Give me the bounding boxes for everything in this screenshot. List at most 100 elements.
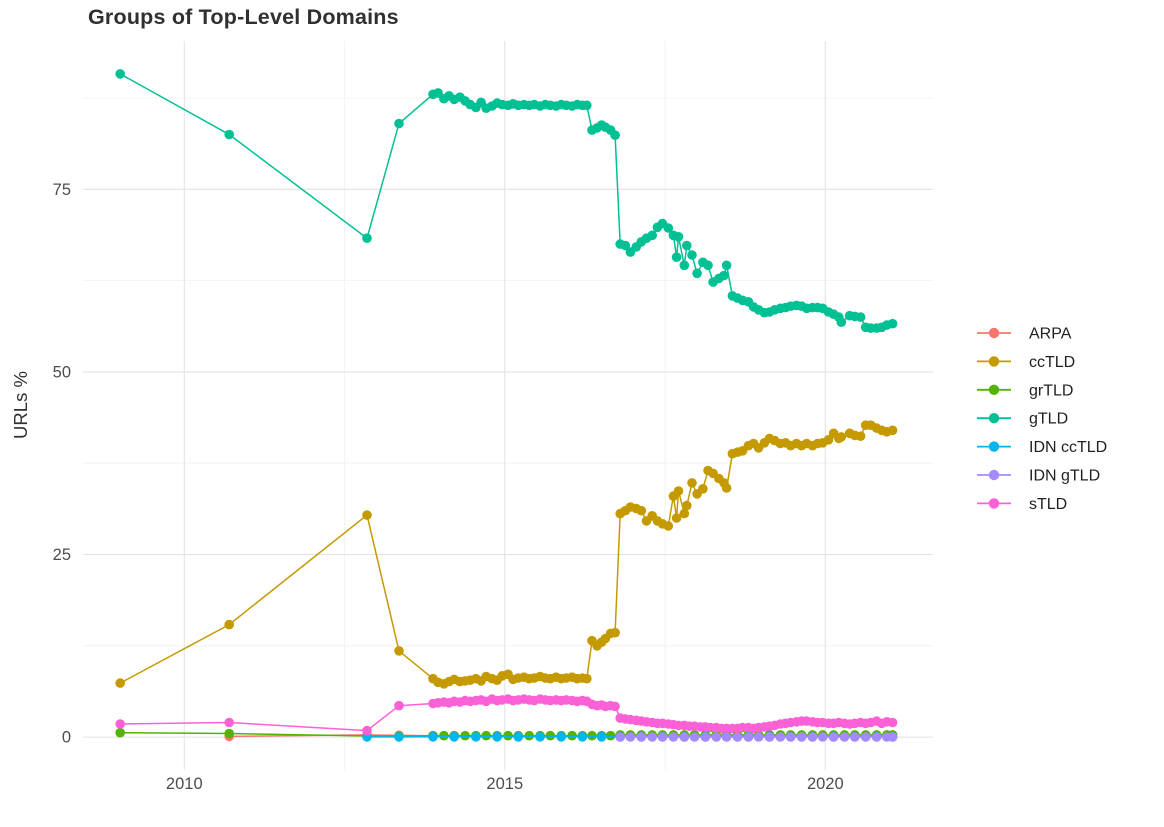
data-point <box>887 717 898 728</box>
legend-label: IDN ccTLD <box>1029 439 1107 456</box>
data-point <box>679 508 690 519</box>
data-point <box>582 100 592 111</box>
data-point <box>362 510 372 520</box>
data-point <box>860 732 871 742</box>
data-point <box>513 732 524 742</box>
data-point <box>362 725 372 736</box>
x-tick-label: 2010 <box>166 775 203 793</box>
data-point <box>671 252 682 262</box>
data-point <box>556 732 566 742</box>
data-point <box>887 425 898 436</box>
data-point <box>610 627 620 638</box>
data-point <box>850 732 860 742</box>
data-point <box>764 732 775 742</box>
legend-key-dot <box>988 441 1000 452</box>
data-point <box>796 732 807 742</box>
data-point <box>753 732 764 742</box>
data-point <box>836 317 847 328</box>
series-stld <box>115 694 898 736</box>
legend-key-dot <box>988 498 1000 509</box>
data-point <box>394 732 404 742</box>
x-axis-tick-labels: 2010 2015 2020 <box>166 775 844 793</box>
data-point <box>620 240 631 251</box>
y-tick-label: 0 <box>62 729 71 747</box>
legend-item-idn-gtld: IDN gTLD <box>977 468 1100 485</box>
data-point <box>394 118 404 129</box>
data-point <box>439 730 449 741</box>
data-point <box>587 730 597 741</box>
legend-key-dot <box>988 384 1000 395</box>
legend-label: IDN gTLD <box>1029 468 1100 485</box>
data-point <box>836 432 847 442</box>
legend-key-dot <box>988 356 1000 367</box>
data-point <box>887 318 898 329</box>
data-point <box>449 732 460 742</box>
data-point <box>481 730 492 741</box>
data-point <box>679 732 690 742</box>
data-point <box>636 505 647 516</box>
legend-item-gtld: gTLD <box>977 411 1068 428</box>
data-point <box>682 240 692 251</box>
data-point <box>657 732 668 742</box>
legend-item-cctld: ccTLD <box>977 354 1075 371</box>
y-tick-label: 75 <box>53 181 71 199</box>
data-point <box>471 732 481 742</box>
data-point <box>817 732 828 742</box>
series-gtld <box>115 69 898 333</box>
y-tick-label: 25 <box>53 546 71 564</box>
series-cctld <box>115 420 898 689</box>
data-point <box>682 500 692 511</box>
data-point <box>115 719 125 729</box>
data-point <box>115 678 125 688</box>
data-point <box>394 700 404 711</box>
y-tick-label: 50 <box>53 363 71 381</box>
data-point <box>460 730 470 741</box>
data-point <box>828 732 839 742</box>
y-axis-tick-labels: 0 25 50 75 <box>53 181 71 747</box>
data-point <box>721 260 732 271</box>
data-point <box>711 732 722 742</box>
data-point <box>636 732 647 742</box>
data-point <box>721 732 732 742</box>
data-point <box>823 435 834 445</box>
data-point <box>871 732 882 742</box>
data-point <box>692 268 702 279</box>
data-point <box>887 732 898 742</box>
data-point <box>115 69 125 79</box>
chart-title: Groups of Top-Level Domains <box>88 5 399 29</box>
data-point <box>647 230 657 241</box>
legend-key-dot <box>988 327 1000 339</box>
data-point <box>610 130 620 140</box>
data-point <box>855 431 866 442</box>
data-point <box>224 717 234 728</box>
data-point <box>687 478 697 488</box>
data-point <box>224 619 234 630</box>
data-point <box>785 732 796 742</box>
data-point <box>687 250 697 260</box>
data-point <box>689 732 700 742</box>
data-point <box>671 513 682 523</box>
data-point <box>433 88 443 98</box>
gridlines <box>83 41 933 770</box>
legend-item-idn-cctld: IDN ccTLD <box>977 439 1107 456</box>
legend-key-dot <box>988 413 1000 424</box>
data-point <box>524 730 534 741</box>
legend-item-arpa: ARPA <box>977 326 1072 343</box>
legend-label: ccTLD <box>1029 354 1075 371</box>
data-point <box>535 732 545 742</box>
legend-label: gTLD <box>1029 411 1068 428</box>
legend-key-dot <box>988 469 1000 481</box>
data-point <box>663 521 674 531</box>
data-point <box>615 732 625 742</box>
data-point <box>394 646 404 656</box>
data-point <box>698 484 708 494</box>
data-point <box>855 312 866 322</box>
data-point <box>673 232 684 242</box>
series-line <box>119 73 893 329</box>
x-tick-label: 2020 <box>807 775 844 793</box>
legend-label: grTLD <box>1029 382 1073 399</box>
data-point <box>673 486 684 496</box>
data-point <box>596 732 607 742</box>
data-point <box>605 730 616 741</box>
